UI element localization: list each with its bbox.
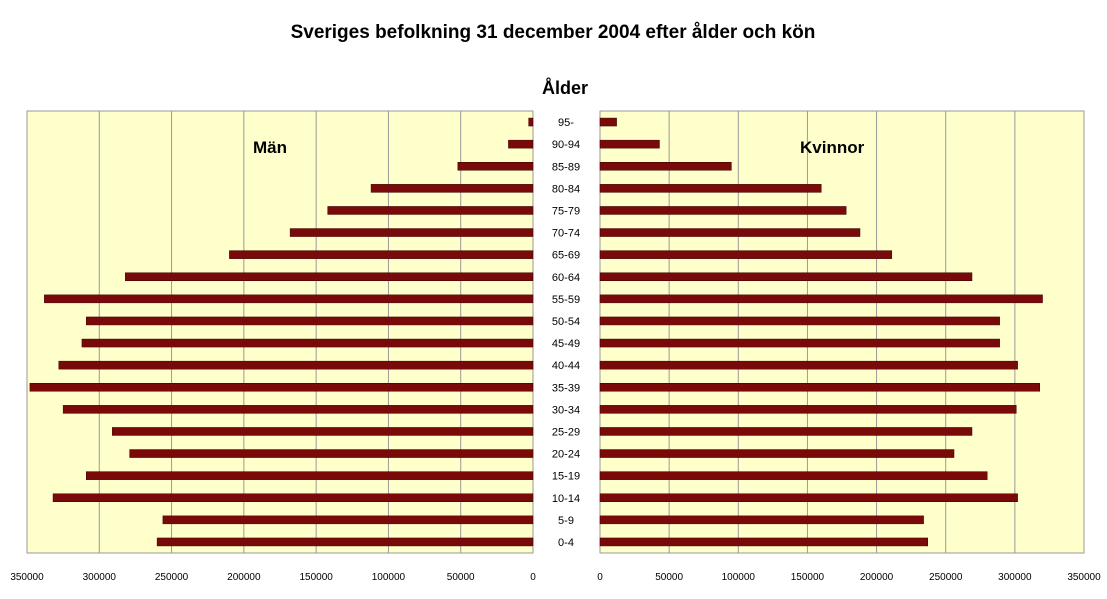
age-group-label: 75-79	[552, 205, 580, 217]
age-axis-title: Ålder	[542, 78, 588, 98]
bar-men	[86, 316, 534, 326]
bar-men	[29, 383, 534, 392]
bar-men	[62, 405, 534, 414]
plot-area-left	[26, 110, 534, 554]
age-group-label: 55-59	[552, 294, 580, 306]
bar-men	[327, 206, 534, 215]
x-tick-label-right: 150000	[791, 572, 825, 583]
x-tick-labels-left: 0 50000 100000 150000 200000 250000 300000 3500…	[10, 572, 536, 583]
bar-men	[229, 250, 534, 259]
x-tick-label-right: 200000	[860, 572, 894, 583]
age-group-label: 10-14	[552, 493, 580, 505]
plot-area-right	[599, 110, 1085, 554]
bar-women	[599, 294, 1043, 304]
x-tick-label-right: 300000	[998, 572, 1032, 583]
age-group-label: 0-4	[558, 537, 574, 549]
bar-women	[599, 405, 1017, 414]
bar-women	[599, 184, 822, 193]
bar-women	[599, 383, 1040, 392]
x-tick-label-left: 150000	[299, 572, 333, 583]
bar-men	[508, 139, 534, 149]
bar-women	[599, 449, 955, 458]
age-group-label: 15-19	[552, 471, 580, 483]
age-group-label: 5-9	[558, 515, 574, 527]
x-tick-label-left: 250000	[155, 572, 189, 583]
x-tick-label-left: 300000	[83, 572, 117, 583]
x-tick-label-right: 100000	[722, 572, 756, 583]
series-label-men: Män	[253, 138, 287, 157]
age-group-label: 65-69	[552, 250, 580, 262]
bar-women	[599, 537, 928, 547]
chart-title: Sveriges befolkning 31 december 2004 eft…	[291, 22, 816, 43]
age-group-label: 40-44	[552, 360, 580, 372]
age-group-label: 90-94	[552, 139, 580, 151]
x-tick-label-right: 350000	[1067, 572, 1101, 583]
bars-men	[29, 117, 534, 547]
age-group-label: 85-89	[552, 161, 580, 173]
bar-men	[52, 493, 534, 502]
age-group-label: 20-24	[552, 449, 580, 461]
bar-men	[58, 360, 534, 370]
x-tick-label-left: 100000	[372, 572, 406, 583]
bar-women	[599, 250, 893, 259]
bar-women	[599, 515, 924, 525]
age-group-labels: 95- 90-94 85-89 80-84 75-79 70-74 65-69 60-64 55…	[552, 117, 580, 549]
bar-women	[599, 162, 732, 171]
bar-men	[81, 338, 534, 348]
bar-men	[112, 427, 534, 436]
bar-women	[599, 139, 660, 149]
bar-women	[599, 272, 973, 281]
bar-women	[599, 360, 1018, 370]
bar-men	[457, 162, 534, 171]
age-group-label: 80-84	[552, 183, 580, 195]
x-tick-label-left: 200000	[227, 572, 261, 583]
bar-women	[599, 228, 861, 237]
bar-men	[125, 272, 534, 281]
bars-women	[599, 117, 1043, 547]
x-tick-label-right: 50000	[655, 572, 683, 583]
series-label-women: Kvinnor	[800, 138, 865, 157]
x-tick-label-left: 350000	[10, 572, 44, 583]
bar-men	[129, 449, 534, 458]
bar-women	[599, 117, 617, 127]
bar-women	[599, 427, 973, 436]
bar-women	[599, 206, 847, 215]
bar-men	[528, 117, 534, 127]
bar-women	[599, 471, 988, 480]
bar-men	[44, 294, 534, 304]
bar-women	[599, 338, 1000, 348]
age-group-label: 60-64	[552, 272, 580, 284]
bar-men	[289, 228, 534, 237]
age-group-label: 25-29	[552, 426, 580, 438]
bar-men	[156, 537, 534, 547]
age-group-label: 35-39	[552, 382, 580, 394]
bar-men	[162, 515, 534, 525]
x-tick-label-left: 50000	[447, 572, 475, 583]
age-group-label: 50-54	[552, 316, 580, 328]
age-group-label: 30-34	[552, 404, 580, 416]
x-tick-label-right: 250000	[929, 572, 963, 583]
age-group-label: 45-49	[552, 338, 580, 350]
x-tick-label-right: 0	[597, 572, 603, 583]
bar-men	[370, 184, 534, 193]
x-tick-label-left: 0	[530, 572, 536, 583]
age-group-label: 95-	[558, 117, 574, 129]
x-tick-labels-right: 0 50000 100000 150000 200000 250000 300000 3500…	[597, 572, 1101, 583]
bar-women	[599, 493, 1018, 502]
bar-men	[86, 471, 534, 480]
age-group-label: 70-74	[552, 228, 580, 240]
bar-women	[599, 316, 1000, 326]
